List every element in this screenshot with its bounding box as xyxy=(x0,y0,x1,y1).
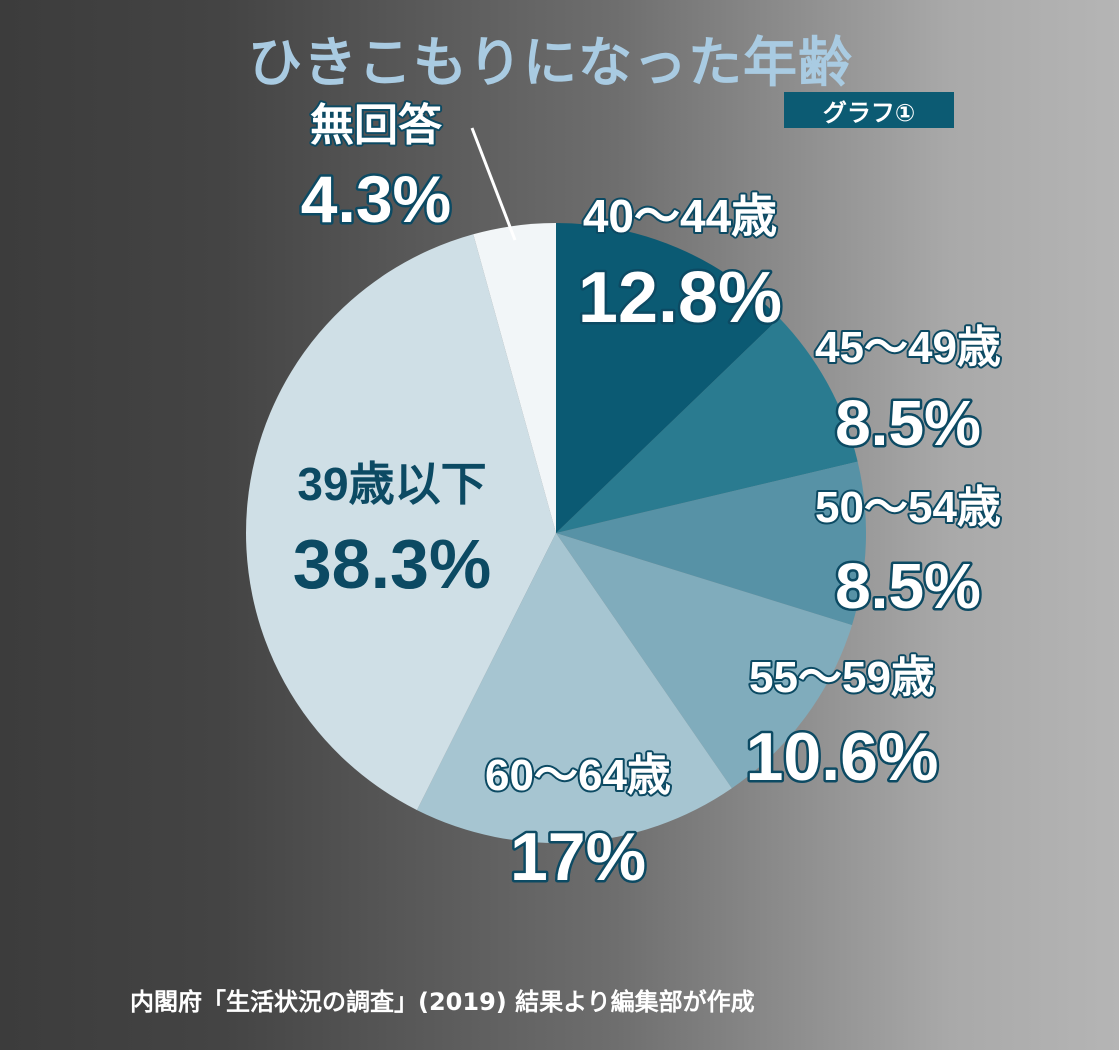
slice-value-label: 8.5% xyxy=(835,550,981,622)
slice-value-label: 17% xyxy=(510,819,646,895)
no-answer-leader-line xyxy=(470,127,517,241)
slice-label: 39歳以下 xyxy=(297,458,486,510)
slice-label: 60〜64歳 xyxy=(485,751,671,800)
slice-label: 45〜49歳 xyxy=(815,323,1001,372)
source-caption: 内閣府「生活状況の調査」(2019) 結果より編集部が作成 xyxy=(130,988,755,1016)
pie-slice xyxy=(556,317,858,533)
pie-slice xyxy=(417,533,732,844)
slice-value-label: 12.8% xyxy=(578,258,782,338)
slice-value-label: 38.3% xyxy=(293,525,491,603)
chart-title: ひきこもりになった年齢 xyxy=(248,31,853,94)
slice-value-label: 10.6% xyxy=(746,719,939,795)
pie-slice xyxy=(556,533,853,789)
pie-slice xyxy=(246,234,557,811)
slice-label: 55〜59歳 xyxy=(749,653,935,702)
slice-value-label: 4.3% xyxy=(301,162,451,236)
pie-slice xyxy=(473,223,556,533)
graph-number-badge: グラフ① xyxy=(784,92,954,128)
pie-slices xyxy=(246,223,867,844)
slice-label: 50〜54歳 xyxy=(815,483,1001,532)
slice-value-label: 8.5% xyxy=(835,387,981,459)
slice-label: 40〜44歳 xyxy=(583,190,777,242)
pie-slice xyxy=(556,223,780,533)
slice-label: 無回答 xyxy=(310,101,443,150)
pie-labels: 40〜44歳 12.8% 45〜49歳 8.5% 50〜54歳 8.5% 55〜59歳 10.… xyxy=(293,99,1003,898)
pie-slice xyxy=(556,461,867,626)
